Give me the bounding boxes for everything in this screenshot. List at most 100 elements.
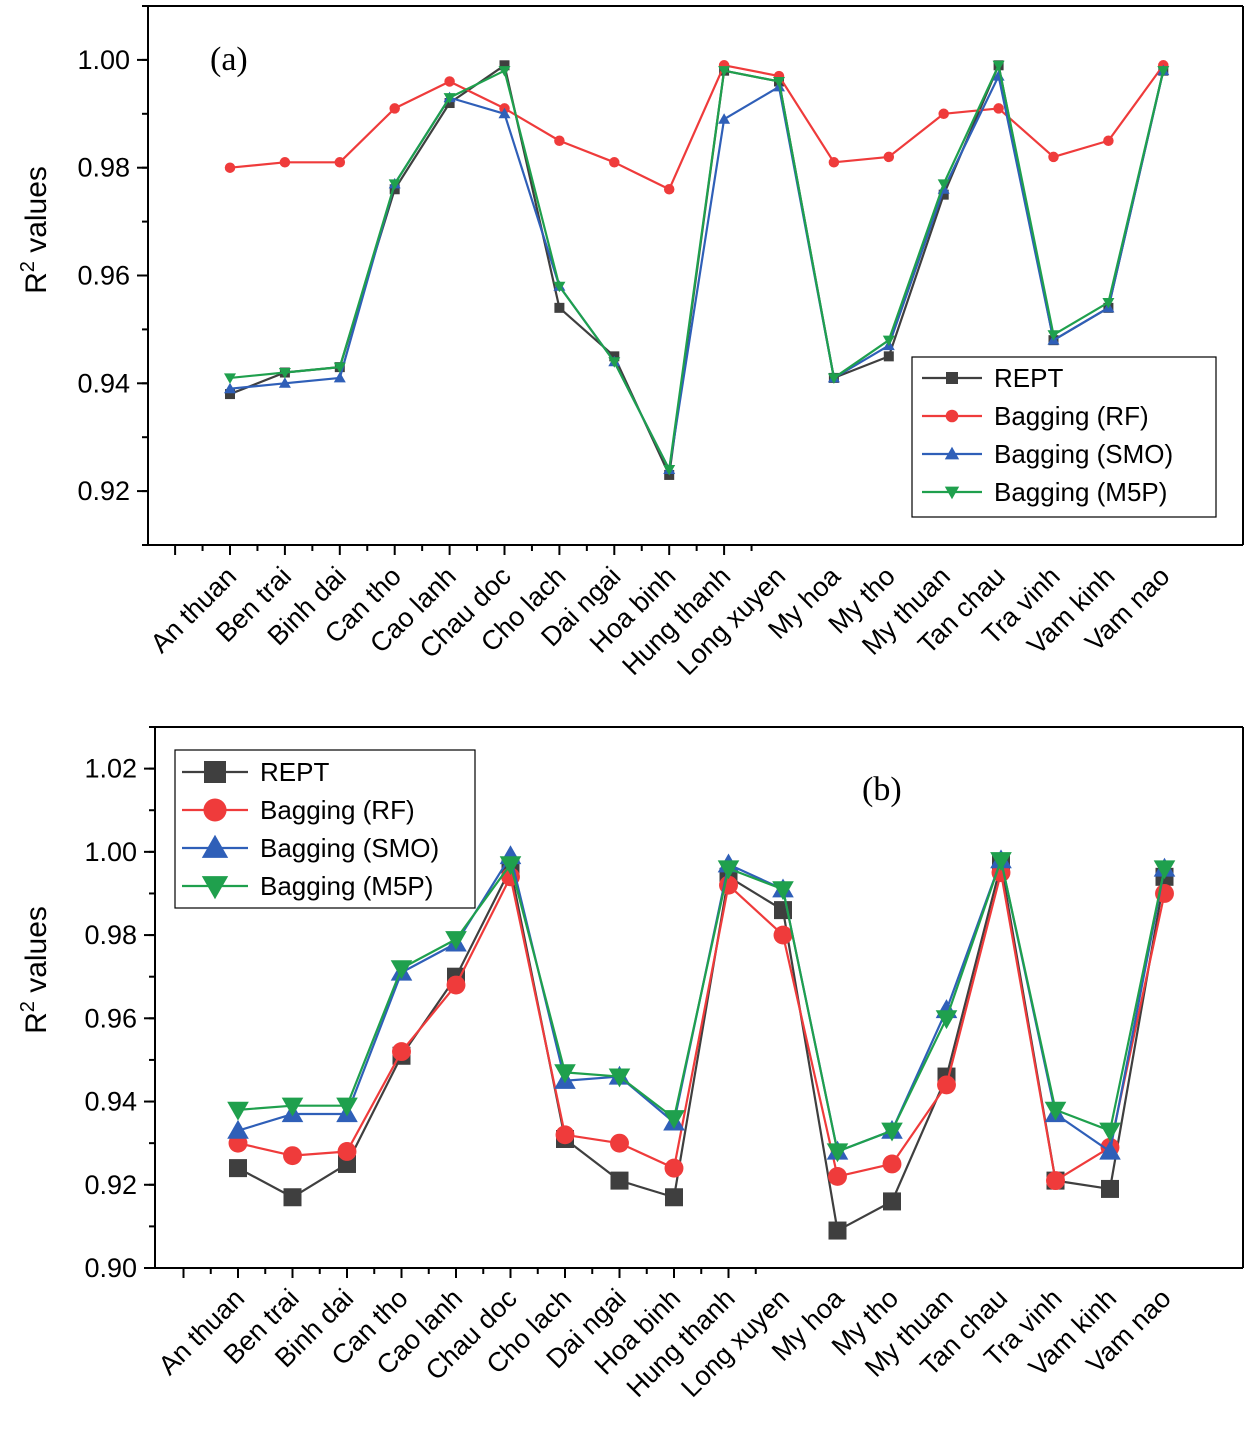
y-tick-label: 0.98 (77, 153, 130, 183)
y-tick-label: 0.96 (77, 261, 130, 291)
series-bagging-m5p (227, 852, 1176, 1163)
y-axis-title-sup: 2 (17, 261, 39, 272)
plot-frame (154, 726, 1244, 1269)
data-point-bagging-m5p (1157, 66, 1170, 77)
series-bagging-rf (228, 863, 1174, 1191)
y-axis-title-rest: values (20, 906, 53, 1001)
data-point-bagging-m5p (773, 76, 785, 88)
data-point-bagging-m5p (553, 281, 566, 293)
data-point-bagging-rf (609, 157, 620, 168)
legend-item-bagging-smo: Bagging (SMO) (922, 439, 1173, 469)
y-tick-label: 0.98 (84, 920, 137, 950)
legend-marker (945, 409, 959, 423)
plot-frame (147, 5, 1244, 546)
y-ticks: 0.92 0.94 0.96 0.98 1.00 (77, 5, 148, 546)
data-point-bagging-m5p (881, 1122, 903, 1142)
data-point-bagging-rf (279, 157, 291, 168)
data-point-bagging-rf (1048, 151, 1059, 163)
data-point-bagging-rf (610, 1133, 629, 1153)
data-point-bagging-m5p (935, 1010, 958, 1030)
data-point-rept (938, 189, 949, 200)
data-point-bagging-rf (663, 184, 675, 195)
legend-label: Bagging (M5P) (260, 871, 433, 901)
data-point-bagging-m5p (281, 1097, 304, 1117)
legend-label: Bagging (SMO) (994, 439, 1173, 469)
data-point-bagging-rf (937, 1075, 956, 1095)
series-group (227, 845, 1176, 1240)
data-point-bagging-m5p (663, 465, 676, 476)
y-tick-label: 0.90 (84, 1253, 137, 1283)
data-point-bagging-rf (938, 108, 949, 120)
data-point-bagging-m5p (554, 1064, 576, 1084)
legend-label: Bagging (RF) (994, 401, 1149, 431)
data-point-bagging-m5p (608, 1068, 631, 1088)
data-point-bagging-smo (498, 107, 511, 119)
series-line-bagging-m5p (237, 859, 1166, 1153)
data-point-bagging-m5p (1102, 297, 1115, 309)
data-point-bagging-m5p (498, 66, 511, 77)
series-line-bagging-rf (229, 64, 1165, 191)
data-point-bagging-m5p (333, 362, 346, 374)
data-point-bagging-rf (283, 1146, 302, 1166)
legend-marker (203, 798, 227, 822)
legend-label: REPT (260, 757, 329, 787)
legend-item-bagging-m5p: Bagging (M5P) (922, 477, 1167, 507)
data-point-bagging-smo (333, 371, 346, 383)
data-point-bagging-rf (664, 1158, 684, 1178)
y-axis-title-r: R (20, 1012, 53, 1034)
series-line-bagging-rf (237, 871, 1166, 1182)
data-point-rept (828, 1221, 847, 1240)
data-point-bagging-rf (337, 1142, 357, 1161)
data-point-bagging-smo (718, 113, 731, 124)
y-axis-title: R2 values (17, 166, 53, 294)
legend-marker (944, 446, 960, 460)
legend-marker (944, 486, 960, 500)
data-point-bagging-m5p (445, 931, 467, 951)
data-point-bagging-m5p (499, 856, 522, 876)
data-point-bagging-m5p (1099, 1122, 1121, 1142)
y-tick-label: 1.02 (84, 754, 137, 784)
y-axis-title-rest: values (20, 166, 53, 261)
data-point-bagging-rf (1046, 1171, 1065, 1191)
data-point-bagging-m5p (937, 179, 950, 190)
data-point-bagging-m5p (772, 881, 794, 901)
data-point-rept (225, 389, 235, 400)
chart-panel-b: 0.90 0.92 0.94 0.96 0.98 1.00 1.02 An thuanBen… (17, 726, 1244, 1403)
legend: REPT Bagging (RF) Bagging (SMO) Bagging (M5… (911, 356, 1217, 518)
data-point-rept (883, 351, 894, 362)
data-point-bagging-m5p (882, 335, 895, 347)
data-point-bagging-rf (882, 1154, 902, 1174)
y-tick-label: 0.94 (84, 1087, 137, 1117)
data-point-bagging-rf (773, 925, 793, 945)
legend-label: Bagging (SMO) (260, 833, 439, 863)
data-point-bagging-m5p (718, 66, 731, 77)
y-tick-label: 0.92 (84, 1170, 137, 1200)
data-point-bagging-rf (993, 103, 1004, 114)
data-point-bagging-rf (444, 76, 455, 87)
data-point-rept (883, 1192, 901, 1211)
legend-label: Bagging (RF) (260, 795, 415, 825)
series-bagging-m5p (224, 60, 1170, 476)
legend-item-bagging-rf: Bagging (RF) (922, 401, 1149, 431)
data-point-bagging-m5p (826, 1143, 849, 1163)
data-point-bagging-rf (224, 162, 236, 173)
y-tick-label: 1.00 (84, 837, 137, 867)
series-bagging-rf (224, 60, 1169, 195)
legend-item-bagging-smo: Bagging (SMO) (182, 833, 439, 863)
data-point-bagging-rf (828, 157, 840, 168)
series-group (224, 60, 1170, 480)
data-point-rept (283, 1188, 302, 1207)
legend-label: REPT (994, 363, 1063, 393)
panel-label: (a) (210, 41, 248, 78)
y-tick-label: 1.00 (77, 45, 130, 75)
data-point-bagging-m5p (717, 860, 740, 880)
data-point-bagging-m5p (227, 1101, 249, 1121)
legend-item-rept: REPT (182, 757, 329, 787)
data-point-rept (499, 60, 510, 71)
y-tick-label: 0.92 (77, 476, 130, 506)
data-point-bagging-smo (278, 377, 291, 388)
y-tick-label: 0.94 (77, 368, 130, 398)
data-point-bagging-m5p (827, 373, 840, 384)
